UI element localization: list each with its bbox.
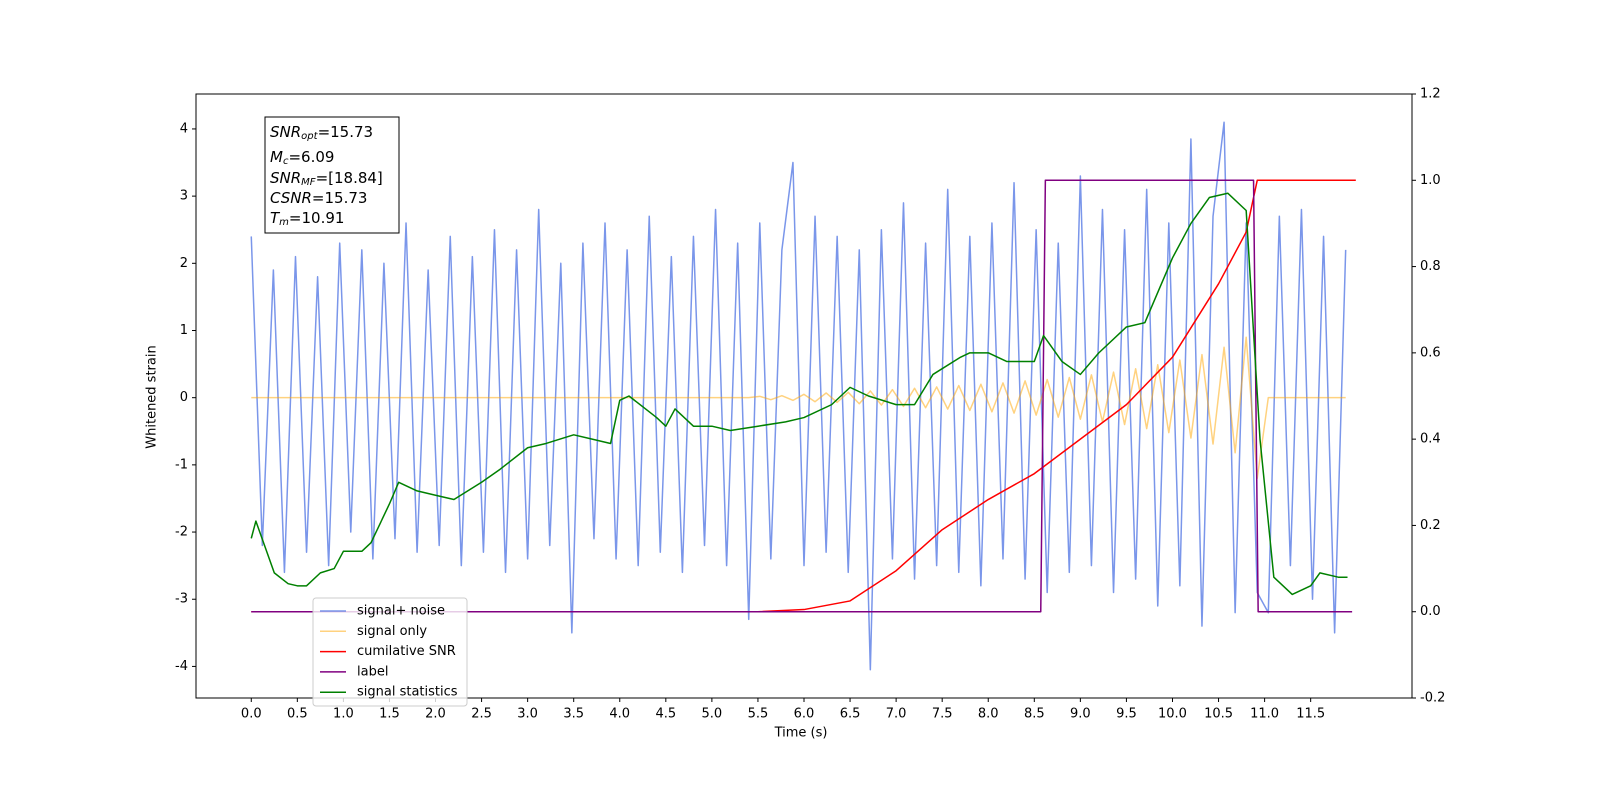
y2-tick-label: 0.8 <box>1420 259 1441 274</box>
series-line <box>251 336 1346 480</box>
x-tick-label: 0.0 <box>241 707 262 722</box>
y2-tick-label: 1.2 <box>1420 87 1441 102</box>
annotation-value: =15.73 <box>318 123 374 141</box>
annotation-subscript: opt <box>301 131 318 142</box>
y2-tick-label: -0.2 <box>1420 691 1445 706</box>
x-tick-label: 1.0 <box>333 707 354 722</box>
x-tick-label: 2.0 <box>425 707 446 722</box>
series-line <box>251 179 1353 613</box>
annotation-line: SNRMF=[18.84] <box>270 169 383 189</box>
x-tick-label: 0.5 <box>287 707 308 722</box>
legend-label: signal+ noise <box>357 604 445 619</box>
y-tick-label: -4 <box>175 659 188 674</box>
legend-frame <box>312 597 468 707</box>
x-axis-label: Time (s) <box>774 726 828 741</box>
annotation-value: =10.91 <box>289 209 345 227</box>
annotation-box: SNRopt=15.73Mc=6.09SNRMF=[18.84]CSNR=15.… <box>264 116 400 234</box>
x-tick-label: 4.0 <box>609 707 630 722</box>
annotation-value: =15.73 <box>312 189 368 207</box>
x-tick-label: 5.0 <box>702 707 723 722</box>
annotation-value: =[18.84] <box>316 169 383 187</box>
x-tick-label: 6.0 <box>794 707 815 722</box>
x-tick-label: 9.5 <box>1116 707 1137 722</box>
x-tick-label: 7.5 <box>932 707 953 722</box>
annotation-line: Mc=6.09 <box>270 148 334 168</box>
y-tick-label: 1 <box>180 323 188 338</box>
annotation-line: SNRopt=15.73 <box>270 123 373 143</box>
series-line <box>250 192 1348 596</box>
y2-tick-label: 1.0 <box>1420 173 1441 188</box>
x-tick-label: 10.0 <box>1158 707 1187 722</box>
y2-tick-label: 0.6 <box>1420 345 1441 360</box>
annotation-symbol: CSNR <box>270 189 312 207</box>
annotation-symbol: SNR <box>270 169 301 187</box>
annotation-subscript: c <box>283 156 289 167</box>
y-tick-label: -1 <box>175 457 188 472</box>
y-tick-label: -3 <box>175 592 188 607</box>
y2-tick-label: 0.2 <box>1420 518 1441 533</box>
annotation-symbol: SNR <box>270 123 301 141</box>
x-tick-label: 8.0 <box>978 707 999 722</box>
x-tick-label: 8.5 <box>1024 707 1045 722</box>
legend-label: signal only <box>357 624 427 639</box>
x-tick-label: 5.5 <box>748 707 769 722</box>
x-tick-label: 1.5 <box>379 707 400 722</box>
legend-label: signal statistics <box>357 685 458 700</box>
annotation-line: Tm=10.91 <box>270 209 344 229</box>
y2-tick-label: 0.0 <box>1420 604 1441 619</box>
x-tick-label: 3.0 <box>517 707 538 722</box>
y-tick-label: 3 <box>180 189 188 204</box>
annotation-symbol: T <box>270 209 281 227</box>
x-tick-label: 4.5 <box>655 707 676 722</box>
legend: signal+ noise signal only cumilative SNR la… <box>312 597 468 707</box>
y2-tick-label: 0.4 <box>1420 432 1441 447</box>
annotation-subscript: m <box>279 217 289 228</box>
y-tick-label: 2 <box>180 256 188 271</box>
annotation-value: =6.09 <box>288 148 334 166</box>
x-tick-label: 9.0 <box>1070 707 1091 722</box>
annotation-symbol: M <box>270 148 283 166</box>
legend-label: cumilative SNR <box>357 644 456 659</box>
x-tick-label: 10.5 <box>1204 707 1233 722</box>
x-tick-label: 3.5 <box>563 707 584 722</box>
series-line <box>251 179 1356 613</box>
y-tick-label: 4 <box>180 121 188 136</box>
legend-label: label <box>357 664 388 679</box>
x-tick-label: 11.0 <box>1250 707 1279 722</box>
x-tick-label: 6.5 <box>840 707 861 722</box>
x-tick-label: 11.5 <box>1296 707 1325 722</box>
y-axis-label: Whitened strain <box>145 345 160 448</box>
annotation-line: CSNR=15.73 <box>270 189 367 207</box>
annotation-frame <box>264 116 400 234</box>
y-tick-label: -2 <box>175 525 188 540</box>
x-tick-label: 7.0 <box>886 707 907 722</box>
y-tick-label: 0 <box>180 390 188 405</box>
plot-frame <box>195 93 1413 699</box>
series-line <box>250 121 1347 671</box>
x-tick-label: 2.5 <box>471 707 492 722</box>
annotation-subscript: MF <box>301 177 316 188</box>
